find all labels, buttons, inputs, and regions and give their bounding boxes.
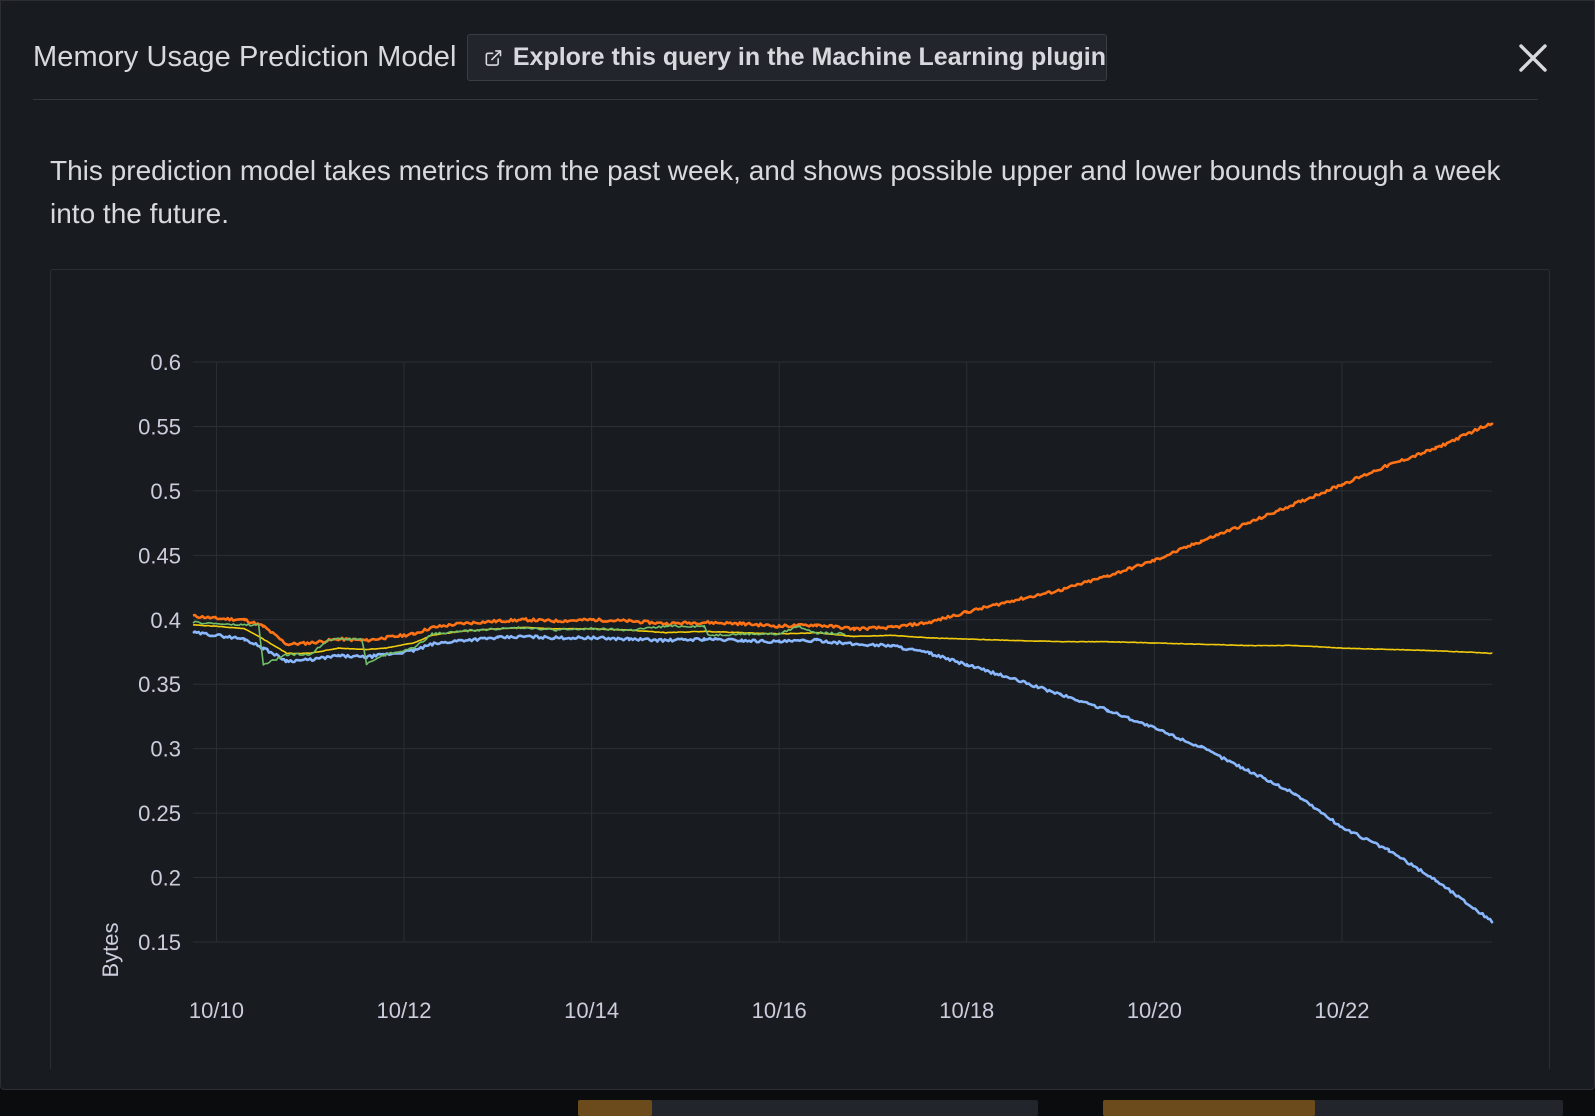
prediction-chart: 0.6 0.55 0.5 0.45 0.4 0.35 0.3 0.25 0.2 0.15 10/10… [138,350,1494,1023]
series-line-actual [192,620,846,666]
y-tick-label: 0.2 [150,866,181,891]
y-tick-label: 0.25 [138,801,181,826]
y-tick-label: 0.45 [138,543,181,568]
close-icon[interactable] [1516,41,1550,75]
background-panel-strip [578,1100,1038,1116]
x-tick-label: 10/10 [189,998,244,1023]
series-line-lower [192,630,1494,924]
x-tick-label: 10/22 [1314,998,1369,1023]
y-tick-label: 0.3 [150,737,181,762]
x-tick-label: 10/18 [939,998,994,1023]
y-axis-label: Bytes [98,922,123,978]
explore-ml-plugin-button[interactable]: Explore this query in the Machine Learni… [467,34,1107,81]
y-tick-label: 0.5 [150,479,181,504]
x-tick-label: 10/12 [376,998,431,1023]
x-tick-label: 10/20 [1127,998,1182,1023]
modal-header: Memory Usage Prediction Model Explore th… [33,34,1538,100]
chart-series [192,422,1494,924]
chart-tick-labels: 0.6 0.55 0.5 0.45 0.4 0.35 0.3 0.25 0.2 0.15 10/10… [138,350,1369,1023]
background-accent-strip [578,1100,652,1116]
y-tick-label: 0.6 [150,350,181,375]
y-tick-label: 0.55 [138,414,181,439]
prediction-modal: Memory Usage Prediction Model Explore th… [0,0,1595,1090]
y-tick-label: 0.15 [138,930,181,955]
modal-title: Memory Usage Prediction Model [33,41,457,73]
external-link-icon [485,49,502,66]
x-tick-label: 10/14 [564,998,619,1023]
explore-button-label: Explore this query in the Machine Learni… [512,43,1106,71]
chart-grid [193,361,1492,943]
y-tick-label: 0.4 [150,608,181,633]
chart-panel: 0.6 0.55 0.5 0.45 0.4 0.35 0.3 0.25 0.2 0.15 10/10… [50,269,1550,1069]
y-tick-label: 0.35 [138,672,181,697]
background-accent-strip [1103,1100,1315,1116]
x-tick-label: 10/16 [752,998,807,1023]
series-line-upper [192,422,1494,647]
model-description: This prediction model takes metrics from… [50,155,1501,229]
